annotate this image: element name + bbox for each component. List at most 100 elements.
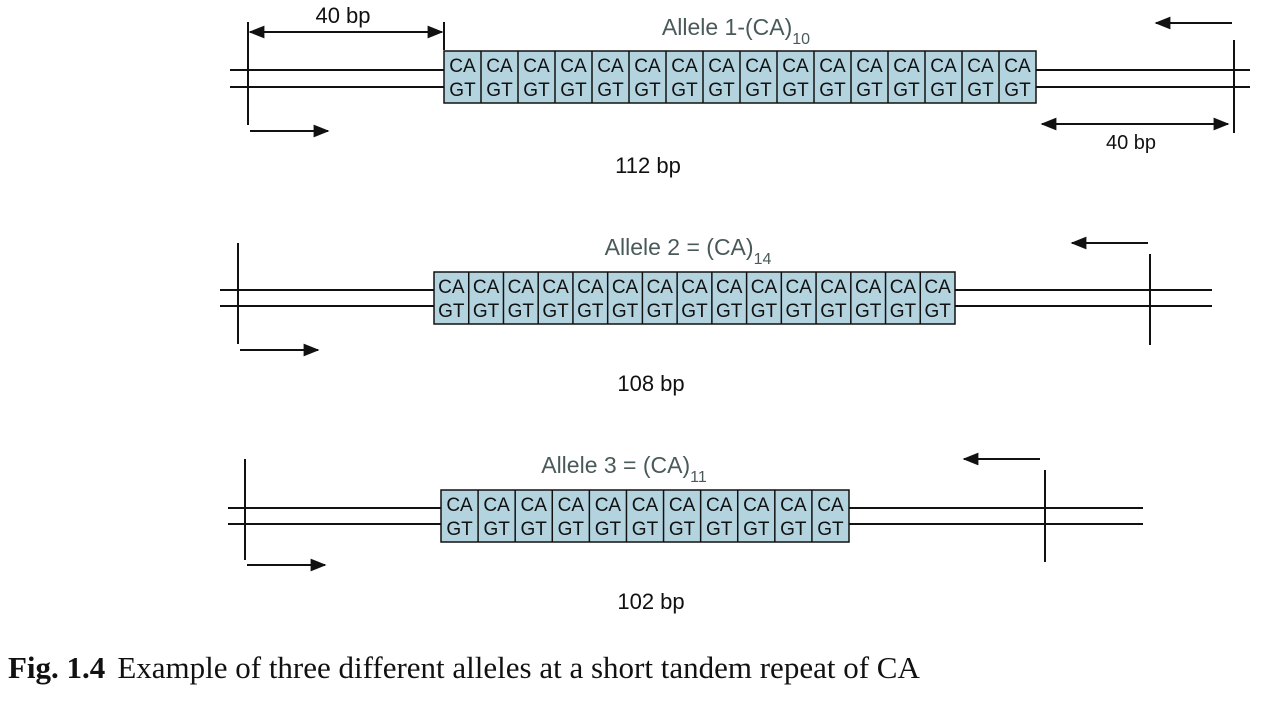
- repeat-base-bottom: GT: [930, 80, 957, 101]
- allele-1: 40 bp 40 bp CA GT CA GT CA GT CA GT CA GT CA GT CA GT…: [230, 3, 1250, 178]
- caption-text: Example of three different alleles at a …: [117, 650, 920, 685]
- repeat-base-top: CA: [716, 277, 743, 298]
- repeat-base-top: CA: [483, 495, 510, 516]
- repeat-base-top: CA: [597, 56, 624, 77]
- repeat-base-bottom: GT: [560, 80, 587, 101]
- repeat-base-bottom: GT: [438, 301, 465, 322]
- repeat-base-top: CA: [817, 495, 844, 516]
- figure-number: Fig. 1.4: [8, 650, 106, 685]
- product-size: 102 bp: [617, 589, 684, 614]
- repeat-base-top: CA: [706, 495, 733, 516]
- repeat-base-top: CA: [743, 495, 770, 516]
- repeat-base-bottom: GT: [669, 519, 696, 540]
- repeat-base-top: CA: [449, 56, 476, 77]
- repeat-base-bottom: GT: [817, 519, 844, 540]
- repeat-base-top: CA: [785, 277, 812, 298]
- repeat-base-top: CA: [780, 495, 807, 516]
- repeat-base-bottom: GT: [967, 80, 994, 101]
- repeat-base-bottom: GT: [924, 301, 951, 322]
- repeat-base-bottom: GT: [508, 301, 535, 322]
- repeat-base-top: CA: [577, 277, 604, 298]
- repeat-base-bottom: GT: [542, 301, 569, 322]
- repeat-base-bottom: GT: [647, 301, 674, 322]
- repeat-base-bottom: GT: [708, 80, 735, 101]
- repeat-base-top: CA: [473, 277, 500, 298]
- repeat-base-bottom: GT: [819, 80, 846, 101]
- repeat-base-bottom: GT: [893, 80, 920, 101]
- repeat-base-top: CA: [523, 56, 550, 77]
- repeat-base-bottom: GT: [446, 519, 473, 540]
- figure-caption: Fig. 1.4 Example of three different allel…: [8, 650, 1258, 686]
- repeat-base-top: CA: [855, 277, 882, 298]
- repeat-base-bottom: GT: [473, 301, 500, 322]
- repeat-base-top: CA: [1004, 56, 1031, 77]
- repeat-base-top: CA: [967, 56, 994, 77]
- repeat-base-bottom: GT: [671, 80, 698, 101]
- repeat-base-bottom: GT: [706, 519, 733, 540]
- repeat-base-bottom: GT: [595, 519, 622, 540]
- repeat-base-top: CA: [671, 56, 698, 77]
- repeat-base-top: CA: [708, 56, 735, 77]
- str-allele-diagram: 40 bp 40 bp CA GT CA GT CA GT CA GT CA GT CA GT CA GT…: [220, 3, 1250, 614]
- repeat-base-bottom: GT: [745, 80, 772, 101]
- repeat-base-top: CA: [647, 277, 674, 298]
- flank-label-right: 40 bp: [1106, 132, 1156, 154]
- repeat-base-top: CA: [745, 56, 772, 77]
- repeat-base-bottom: GT: [632, 519, 659, 540]
- allele-title: Allele 1-(CA)10: [662, 14, 810, 48]
- repeat-base-bottom: GT: [634, 80, 661, 101]
- repeat-base-top: CA: [819, 56, 846, 77]
- allele-3: CA GT CA GT CA GT CA GT CA GT CA GT CA GT CA GT CA GT CA GT…: [228, 452, 1143, 614]
- allele-2: CA GT CA GT CA GT CA GT CA GT CA GT CA GT CA GT CA GT CA GT…: [220, 234, 1212, 396]
- repeat-base-bottom: GT: [855, 301, 882, 322]
- repeat-base-bottom: GT: [681, 301, 708, 322]
- allele-title: Allele 2 = (CA)14: [605, 234, 772, 268]
- allele-title: Allele 3 = (CA)11: [541, 452, 707, 486]
- product-size: 108 bp: [617, 371, 684, 396]
- repeat-base-top: CA: [681, 277, 708, 298]
- flank-label-left: 40 bp: [315, 3, 370, 28]
- repeat-base-top: CA: [634, 56, 661, 77]
- repeat-base-bottom: GT: [558, 519, 585, 540]
- repeat-base-top: CA: [893, 56, 920, 77]
- repeat-base-top: CA: [820, 277, 847, 298]
- repeat-base-bottom: GT: [786, 301, 813, 322]
- repeat-base-top: CA: [890, 277, 917, 298]
- repeat-base-top: CA: [751, 277, 778, 298]
- repeat-base-top: CA: [612, 277, 639, 298]
- repeat-base-bottom: GT: [782, 80, 809, 101]
- repeat-base-bottom: GT: [486, 80, 513, 101]
- repeat-base-top: CA: [558, 495, 585, 516]
- repeat-base-bottom: GT: [577, 301, 604, 322]
- repeat-base-bottom: GT: [780, 519, 807, 540]
- repeat-base-bottom: GT: [449, 80, 476, 101]
- repeat-base-top: CA: [486, 56, 513, 77]
- repeat-base-bottom: GT: [751, 301, 778, 322]
- repeat-region: [440, 489, 850, 543]
- repeat-base-bottom: GT: [521, 519, 548, 540]
- repeat-base-top: CA: [560, 56, 587, 77]
- repeat-base-bottom: GT: [890, 301, 917, 322]
- repeat-base-top: CA: [521, 495, 548, 516]
- repeat-base-bottom: GT: [483, 519, 510, 540]
- repeat-base-bottom: GT: [523, 80, 550, 101]
- repeat-base-top: CA: [446, 495, 473, 516]
- repeat-region: [433, 271, 956, 325]
- product-size: 112 bp: [615, 153, 681, 178]
- repeat-base-bottom: GT: [743, 519, 770, 540]
- repeat-base-bottom: GT: [716, 301, 743, 322]
- repeat-base-top: CA: [542, 277, 569, 298]
- repeat-base-top: CA: [508, 277, 535, 298]
- repeat-base-bottom: GT: [597, 80, 624, 101]
- repeat-base-top: CA: [924, 277, 951, 298]
- repeat-base-top: CA: [438, 277, 465, 298]
- repeat-base-bottom: GT: [612, 301, 639, 322]
- repeat-base-top: CA: [930, 56, 957, 77]
- repeat-base-top: CA: [669, 495, 696, 516]
- repeat-base-bottom: GT: [1004, 80, 1031, 101]
- repeat-base-bottom: GT: [856, 80, 883, 101]
- repeat-base-top: CA: [782, 56, 809, 77]
- repeat-base-top: CA: [856, 56, 883, 77]
- repeat-base-top: CA: [595, 495, 622, 516]
- repeat-base-bottom: GT: [820, 301, 847, 322]
